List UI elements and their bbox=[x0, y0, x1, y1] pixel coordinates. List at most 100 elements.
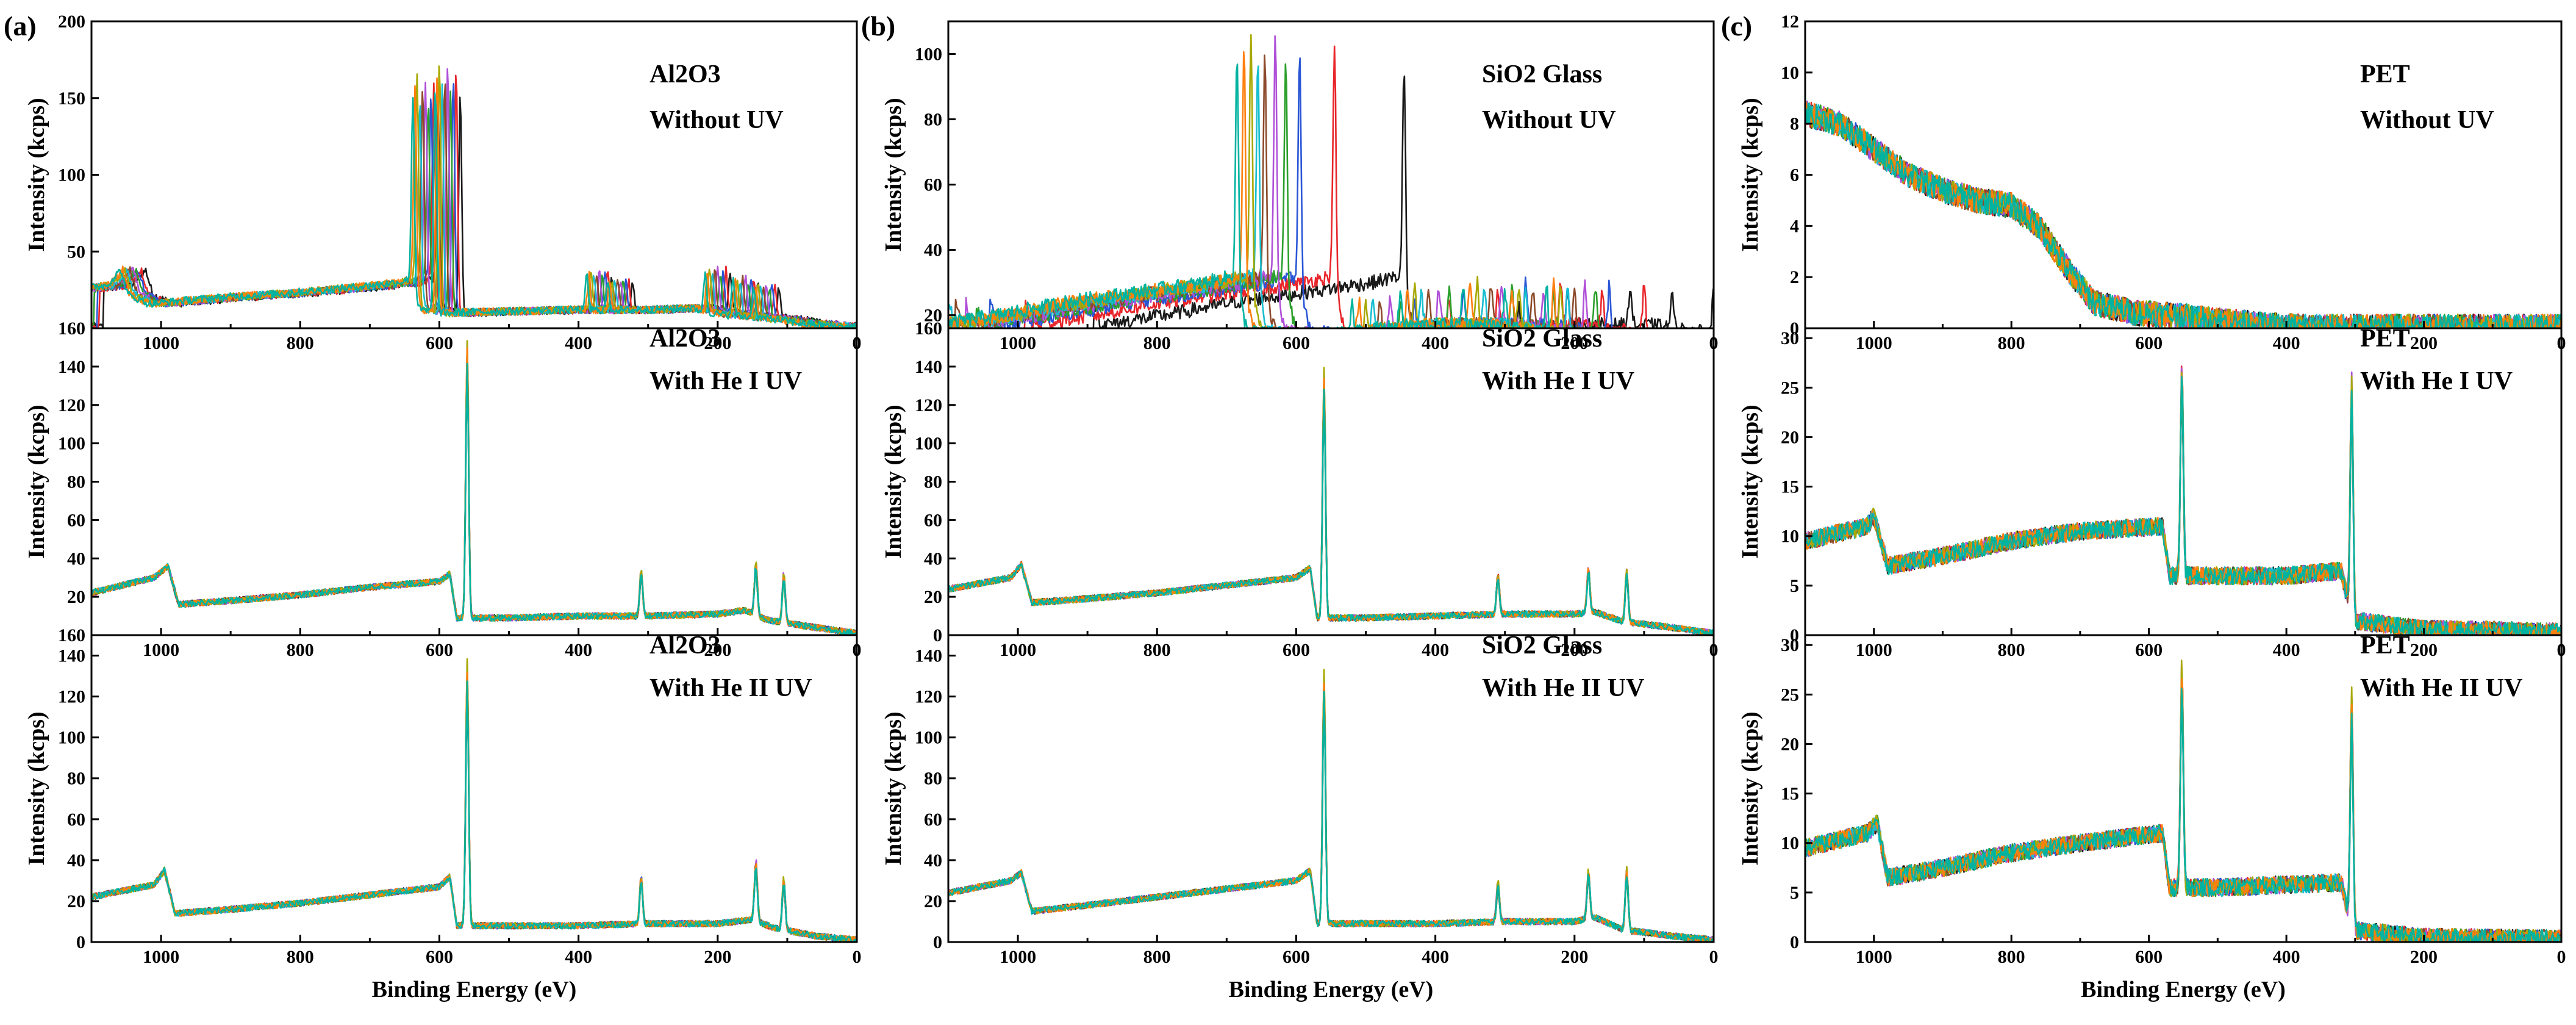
y-tick-label: 15 bbox=[1781, 784, 1799, 804]
condition-label: Without UV bbox=[1482, 106, 1616, 134]
y-tick-label: 120 bbox=[58, 687, 85, 707]
y-tick-label: 120 bbox=[915, 687, 942, 707]
x-tick-label: 600 bbox=[1283, 640, 1310, 660]
y-tick-label: 0 bbox=[933, 932, 942, 952]
y-axis-title: Intensity (kcps) bbox=[1737, 711, 1763, 865]
series-line-8 bbox=[948, 367, 1714, 635]
x-tick-label: 200 bbox=[2410, 640, 2438, 660]
x-tick-label: 800 bbox=[1998, 333, 2025, 353]
panel-label-c: (c) bbox=[1721, 10, 1752, 41]
y-axis-title: Intensity (kcps) bbox=[881, 711, 906, 865]
condition-label: With He I UV bbox=[649, 367, 802, 395]
y-tick-label: 20 bbox=[924, 587, 942, 607]
series-line-2 bbox=[948, 45, 1714, 328]
y-tick-label: 80 bbox=[67, 472, 85, 492]
x-tick-label: 800 bbox=[287, 947, 314, 967]
x-tick-label: 200 bbox=[704, 333, 731, 353]
y-tick-label: 120 bbox=[58, 395, 85, 415]
x-tick-label: 400 bbox=[1422, 947, 1449, 967]
series-line-1 bbox=[1805, 104, 2561, 328]
condition-label: Without UV bbox=[649, 106, 784, 134]
series-line-6 bbox=[948, 685, 1714, 942]
series-line-3 bbox=[948, 686, 1714, 942]
x-tick-label: 400 bbox=[2273, 640, 2300, 660]
series-group bbox=[948, 669, 1714, 942]
y-tick-label: 25 bbox=[1781, 685, 1799, 705]
series-line-10 bbox=[1805, 103, 2561, 328]
x-tick-label: 600 bbox=[2135, 640, 2163, 660]
x-tick-label: 1000 bbox=[143, 640, 179, 660]
series-line-10 bbox=[91, 680, 857, 942]
y-tick-label: 60 bbox=[924, 510, 942, 530]
x-tick-label: 400 bbox=[565, 947, 592, 967]
y-tick-label: 0 bbox=[1790, 932, 1799, 952]
chart-b3: 1000 800 600 400 200 0 0 20 40 60 80 100 120 140 Inten… bbox=[881, 631, 1719, 1002]
panel-label-a: (a) bbox=[4, 10, 37, 41]
series-line-3 bbox=[91, 679, 857, 942]
sample-label: Al2O3 bbox=[649, 325, 721, 353]
y-tick-label: 30 bbox=[1781, 328, 1799, 348]
y-tick-label: 0 bbox=[1790, 625, 1799, 646]
series-line-10 bbox=[1805, 376, 2561, 635]
condition-label: Without UV bbox=[2360, 106, 2494, 134]
x-tick-label: 1000 bbox=[1000, 333, 1036, 353]
series-line-9 bbox=[1805, 101, 2561, 328]
x-tick-label: 400 bbox=[1422, 333, 1449, 353]
x-tick-label: 0 bbox=[853, 947, 862, 967]
y-tick-label: 60 bbox=[67, 810, 85, 830]
x-tick-label: 600 bbox=[426, 947, 453, 967]
y-tick-label: 5 bbox=[1790, 576, 1799, 596]
condition-label: With He II UV bbox=[2360, 674, 2522, 702]
condition-label: With He I UV bbox=[1482, 367, 1634, 395]
series-line-7 bbox=[91, 363, 857, 635]
y-tick-label: 160 bbox=[58, 625, 85, 646]
series-line-9 bbox=[948, 378, 1714, 635]
y-tick-label: 10 bbox=[1781, 63, 1799, 83]
y-tick-label: 100 bbox=[58, 434, 85, 454]
y-tick-label: 120 bbox=[915, 395, 942, 415]
x-tick-label: 200 bbox=[704, 947, 731, 967]
series-line-4 bbox=[1805, 104, 2561, 328]
y-tick-label: 100 bbox=[915, 728, 942, 748]
x-tick-label: 400 bbox=[1422, 640, 1449, 660]
series-line-1 bbox=[91, 371, 857, 635]
y-tick-label: 60 bbox=[924, 175, 942, 195]
x-tick-label: 600 bbox=[2135, 947, 2163, 967]
y-tick-label: 50 bbox=[67, 242, 85, 262]
y-tick-label: 40 bbox=[924, 851, 942, 871]
series-line-7 bbox=[1805, 103, 2561, 328]
y-tick-label: 80 bbox=[67, 769, 85, 789]
y-tick-label: 80 bbox=[924, 472, 942, 492]
plot-frame bbox=[90, 634, 858, 943]
series-group bbox=[948, 34, 1714, 328]
x-tick-label: 200 bbox=[2410, 947, 2438, 967]
x-tick-label: 600 bbox=[1283, 333, 1310, 353]
x-tick-label: 200 bbox=[2410, 333, 2438, 353]
y-tick-label: 160 bbox=[915, 318, 942, 339]
y-tick-label: 25 bbox=[1781, 378, 1799, 398]
series-group bbox=[91, 340, 857, 635]
y-tick-label: 200 bbox=[58, 12, 85, 32]
condition-label: With He II UV bbox=[1482, 674, 1644, 702]
series-group bbox=[1805, 660, 2561, 942]
y-tick-label: 20 bbox=[924, 306, 942, 326]
x-axis-title: Binding Energy (eV) bbox=[2081, 977, 2286, 1002]
y-tick-label: 10 bbox=[1781, 527, 1799, 547]
x-tick-label: 0 bbox=[2557, 947, 2566, 967]
series-line-10 bbox=[948, 691, 1714, 942]
chart-a3: 1000 800 600 400 200 0 0 20 40 60 80 100 120 140 Inten… bbox=[24, 631, 862, 1002]
x-tick-label: 1000 bbox=[1000, 947, 1036, 967]
y-tick-label: 80 bbox=[924, 769, 942, 789]
x-tick-label: 1000 bbox=[143, 333, 179, 353]
x-tick-label: 800 bbox=[1143, 640, 1171, 660]
series-line-10 bbox=[948, 63, 1714, 328]
y-axis-title: Intensity (kcps) bbox=[881, 98, 906, 251]
y-tick-label: 8 bbox=[1790, 114, 1799, 134]
sample-label: Al2O3 bbox=[649, 60, 721, 88]
y-tick-label: 140 bbox=[58, 357, 85, 377]
series-line-2 bbox=[948, 677, 1714, 942]
x-tick-label: 1000 bbox=[143, 947, 179, 967]
